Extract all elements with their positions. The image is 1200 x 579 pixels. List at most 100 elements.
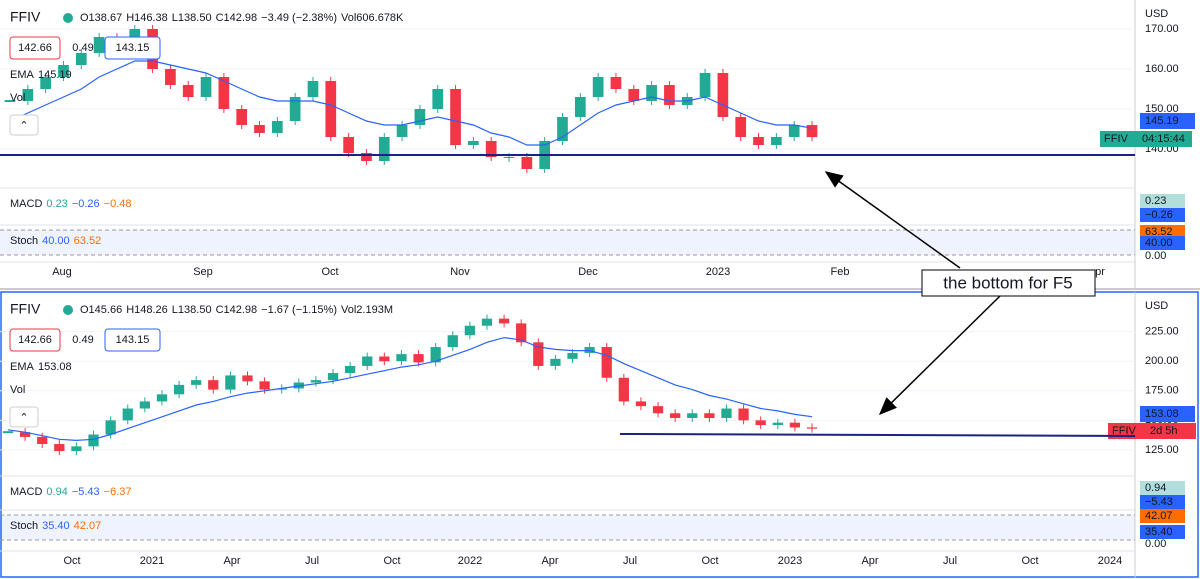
stoch-tag: 63.52	[1145, 226, 1173, 238]
y-tick-label: 160.00	[1145, 63, 1179, 75]
macd-value: −0.48	[104, 198, 132, 210]
candle-body	[635, 401, 647, 407]
candle-body	[54, 443, 65, 452]
x-tick-label: Jul	[623, 555, 637, 567]
candle-body	[789, 422, 801, 428]
stoch-tag: 35.40	[1145, 526, 1173, 538]
candle-body	[225, 375, 236, 390]
candle-body	[37, 436, 48, 444]
y-tick-label: 225.00	[1145, 326, 1179, 338]
x-tick-label: 2023	[778, 555, 802, 567]
symbol: FFIV	[10, 301, 41, 317]
candle-body	[325, 81, 337, 137]
candle-body	[75, 53, 87, 65]
legend-value: 143.15	[116, 334, 150, 346]
candle-body	[670, 413, 681, 418]
stoch-tag-bg	[1140, 236, 1185, 250]
candle-body	[40, 77, 51, 89]
candle-body	[343, 137, 354, 153]
candle-body	[592, 77, 604, 97]
candle-body	[430, 347, 441, 363]
x-tick-label: Oct	[701, 555, 718, 567]
x-tick-label: Apr	[861, 555, 878, 567]
stoch-tag: 0.00	[1145, 250, 1166, 262]
stoch-value: 63.52	[74, 235, 102, 247]
settings-button[interactable]	[1155, 551, 1175, 569]
candle-body	[652, 406, 664, 414]
quote-item: L138.50	[172, 12, 212, 24]
candle-body	[218, 77, 230, 109]
candle-body	[664, 85, 675, 105]
candle-body	[271, 121, 283, 133]
macd-tag-bg	[1140, 208, 1185, 222]
candle-body	[450, 89, 461, 145]
quote-item: O138.67	[80, 12, 122, 24]
x-tick-label: Oct	[63, 555, 80, 567]
x-tick-label: 2022	[458, 555, 482, 567]
candle-body	[22, 89, 34, 101]
x-tick-label: 2023	[706, 266, 730, 278]
ema-value: 145.19	[38, 69, 72, 81]
quote-item: H148.26	[126, 304, 168, 316]
status-dot	[63, 13, 73, 23]
stoch-label: Stoch	[10, 235, 38, 247]
candle-body	[567, 352, 578, 359]
y-tick-label: 125.00	[1145, 444, 1179, 456]
collapse-icon: ⌃	[19, 412, 28, 424]
quote: O138.67 H146.38 L138.50 C142.98 −3.49 (−2.38…	[80, 12, 404, 24]
stoch-label: Stoch	[10, 520, 38, 532]
candle-body	[93, 37, 105, 53]
x-tick-label: Apr	[541, 555, 558, 567]
candle-body	[307, 81, 319, 97]
candle-body	[362, 356, 373, 366]
candle-body	[738, 408, 749, 421]
time-tag: 04:15:44	[1142, 133, 1185, 145]
symbol-tag-bg	[1100, 131, 1192, 147]
stoch-value: 40.00	[42, 235, 70, 247]
x-tick-label: Dec	[578, 266, 598, 278]
quote-item: Vol606.678K	[341, 12, 404, 24]
stoch-value: 35.40	[42, 520, 70, 532]
x-tick-label: Sep	[193, 266, 213, 278]
candle-body	[772, 422, 783, 426]
candle-body	[557, 117, 568, 141]
legend-box	[9, 36, 61, 60]
candle-body	[533, 342, 544, 366]
candle-body	[396, 125, 408, 137]
stoch-legend: Stoch 35.40 42.07	[10, 520, 101, 532]
candle-body	[200, 77, 212, 97]
legend-box	[9, 328, 61, 352]
collapse-button[interactable]	[9, 114, 39, 136]
macd-tag-bg	[1140, 495, 1185, 509]
collapse-button[interactable]	[9, 406, 39, 428]
stoch-tag-bg	[1140, 225, 1185, 239]
settings-button[interactable]	[1155, 262, 1175, 280]
candle-body	[771, 137, 782, 145]
candle-body	[498, 318, 510, 324]
candle-body	[503, 157, 515, 158]
ema-line	[9, 60, 813, 146]
vol-label: Vol	[10, 384, 25, 396]
collapse-icon: ⌃	[19, 120, 28, 132]
candle-body	[361, 153, 372, 161]
candle-body	[182, 85, 194, 97]
symbol-tag: FFIV	[1112, 425, 1136, 437]
macd-tag: 0.94	[1145, 482, 1166, 494]
candle-body	[58, 65, 69, 77]
symbol-tag: FFIV	[1104, 133, 1128, 145]
candle-body	[156, 394, 168, 402]
candle-body	[806, 427, 818, 429]
candle-body	[71, 446, 82, 452]
quote-item: L138.50	[172, 304, 212, 316]
x-tick-label: pr	[1095, 266, 1105, 278]
stoch-tag-bg	[1140, 525, 1185, 539]
ema-tag: 153.08	[1145, 408, 1179, 420]
macd-value: 0.94	[46, 486, 67, 498]
ema-line	[7, 336, 813, 442]
candle-body	[191, 380, 202, 385]
quote-item: −1.67 (−1.15%)	[261, 304, 337, 316]
legend-value: 142.66	[18, 42, 52, 54]
candle-body	[574, 97, 586, 117]
candle-body	[646, 85, 657, 101]
